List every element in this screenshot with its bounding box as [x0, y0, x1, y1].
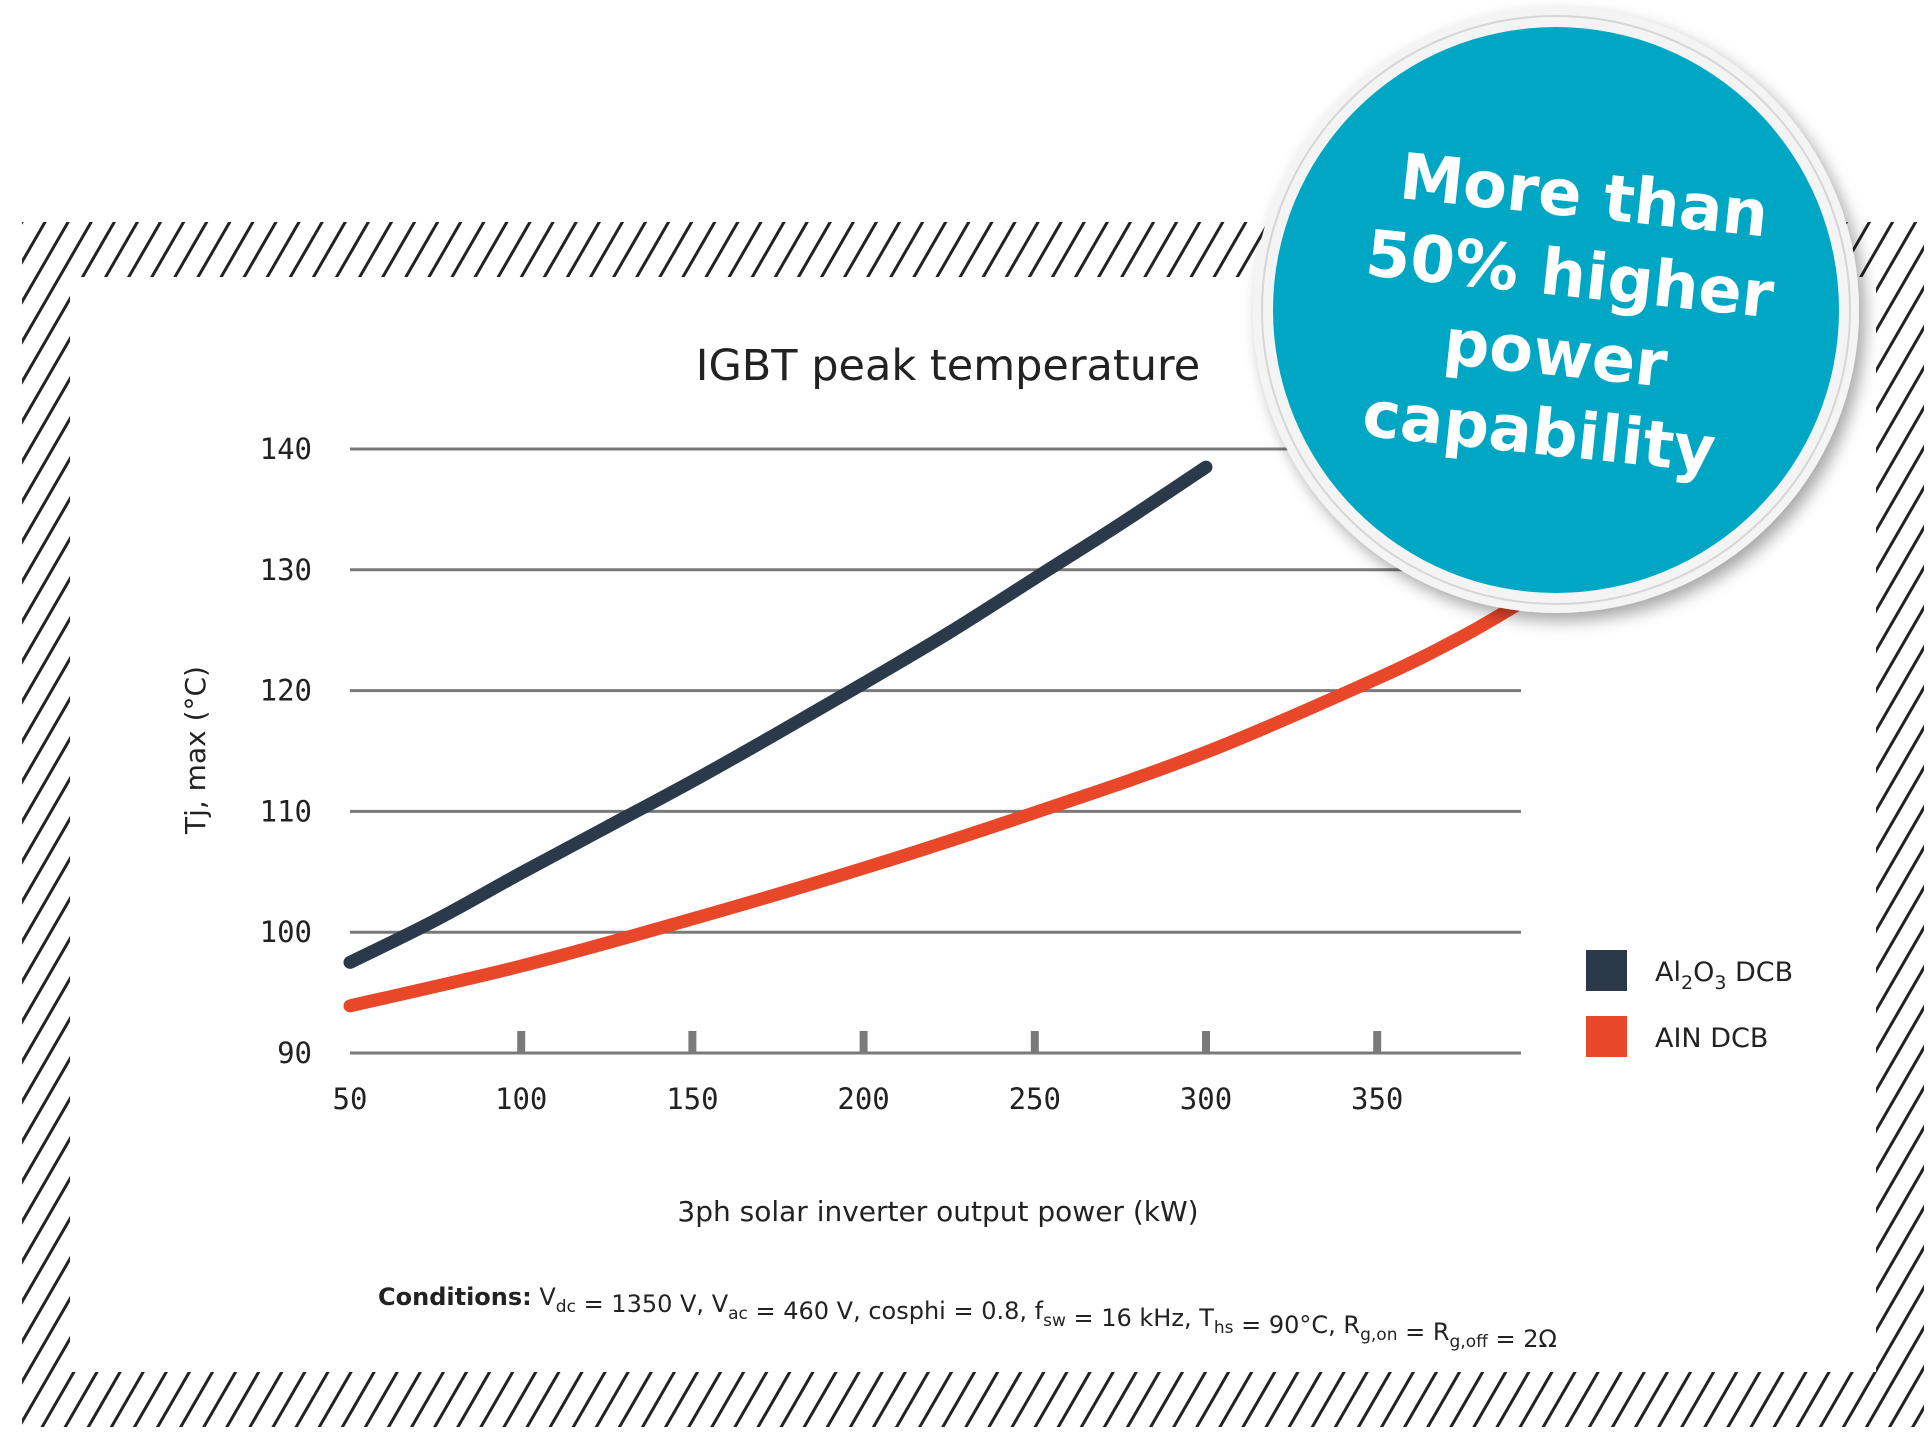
x-tick-label: 250 — [1009, 1082, 1061, 1116]
grid — [350, 447, 1521, 1055]
x-tick-label: 50 — [333, 1082, 368, 1116]
hatch-bottom — [22, 1372, 1924, 1427]
conditions-label: Conditions: — [378, 1283, 532, 1311]
badge-ring-line — [1261, 15, 1851, 605]
x-axis-label: 3ph solar inverter output power (kW) — [677, 1195, 1198, 1228]
x-tick-label: 100 — [495, 1082, 547, 1116]
hatch-right — [1876, 277, 1924, 1372]
badge: More than 50% higher power capability — [1253, 7, 1859, 613]
series-line-ain — [343, 595, 1528, 1013]
x-tick-label: 200 — [837, 1082, 889, 1116]
legend-swatch-al2o3 — [1586, 950, 1627, 991]
x-tick-label: 350 — [1351, 1082, 1403, 1116]
legend-swatch-ain — [1586, 1016, 1627, 1057]
chart-title: IGBT peak temperature — [696, 341, 1200, 391]
y-tick-label: 90 — [277, 1036, 312, 1070]
badge-circle — [1273, 27, 1839, 593]
x-tick-label: 300 — [1180, 1082, 1232, 1116]
legend: Al2O3 DCB AIN DCB — [1586, 950, 1793, 1057]
y-tick-label: 120 — [260, 674, 312, 708]
y-axis-ticks: 90 100 110 120 130 140 — [260, 432, 312, 1070]
legend-label-al2o3: Al2O3 DCB — [1655, 957, 1793, 994]
x-axis-ticks: 50 100 150 200 250 300 350 — [333, 1031, 1403, 1116]
x-tick-label: 150 — [666, 1082, 718, 1116]
y-tick-label: 100 — [260, 915, 312, 949]
conditions-note: Conditions: Vdc = 1350 V, Vac = 460 V, c… — [378, 1283, 1557, 1353]
legend-label-ain: AIN DCB — [1655, 1023, 1768, 1054]
y-tick-label: 110 — [260, 794, 312, 828]
y-tick-label: 130 — [260, 553, 312, 587]
y-axis-label: Tj, max (°C) — [179, 666, 212, 835]
series-group — [343, 460, 1528, 1013]
hatch-left — [22, 277, 70, 1372]
series-line-al2o3 — [343, 460, 1213, 969]
y-tick-label: 140 — [260, 432, 312, 466]
